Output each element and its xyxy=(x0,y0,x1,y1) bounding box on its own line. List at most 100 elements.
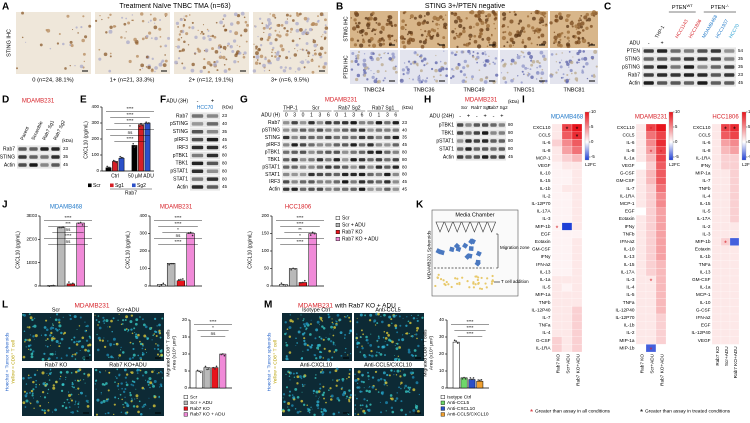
heatmap-cell xyxy=(720,215,731,223)
time-label: 0 xyxy=(369,112,372,118)
blot-strip xyxy=(190,159,220,167)
micrograph-speck xyxy=(308,27,313,32)
micrograph-speck xyxy=(144,370,148,374)
blot-band xyxy=(291,172,298,177)
micrograph-speck xyxy=(29,392,31,394)
heatmap-cell xyxy=(645,321,657,330)
micrograph-speck xyxy=(319,396,321,398)
micrograph-speck xyxy=(451,68,454,71)
micrograph-speck xyxy=(343,390,347,394)
micrograph-speck xyxy=(147,21,150,24)
micrograph-speck xyxy=(288,50,290,53)
tcell xyxy=(480,276,483,280)
micrograph-speck xyxy=(357,370,361,374)
blot-band xyxy=(724,65,735,69)
micrograph-speck xyxy=(349,393,353,397)
blot-band xyxy=(384,158,391,162)
micrograph-speck xyxy=(234,31,239,36)
micrograph-speck xyxy=(318,349,319,351)
micrograph-speck xyxy=(453,69,455,71)
micrograph-speck xyxy=(320,408,323,410)
micrograph-speck xyxy=(164,44,168,48)
micrograph-speck xyxy=(524,66,528,70)
micrograph-speck xyxy=(130,371,134,375)
heatmap-cell xyxy=(571,146,583,155)
micrograph-speck xyxy=(306,348,310,352)
heatmap-cell xyxy=(711,237,722,246)
micrograph-speck xyxy=(568,40,570,42)
heatmap-cell xyxy=(720,154,731,163)
unit-label: (kDa) xyxy=(62,138,74,143)
micrograph-speck xyxy=(558,15,564,20)
micrograph-speck xyxy=(321,393,325,397)
bar xyxy=(211,367,219,389)
heatmap-cell xyxy=(635,306,647,315)
micrograph-speck xyxy=(317,15,319,18)
blot-band xyxy=(191,122,204,126)
spheroid xyxy=(468,238,475,245)
micrograph-speck xyxy=(354,379,358,383)
micrograph-speck xyxy=(409,321,412,325)
micrograph-speck xyxy=(123,406,125,408)
insert-triangle xyxy=(469,221,479,233)
heatmap-cell xyxy=(711,245,722,254)
blot-band xyxy=(358,143,366,147)
micrograph-speck xyxy=(396,342,399,345)
micrograph-speck xyxy=(545,23,547,25)
blot-band xyxy=(643,73,654,77)
micrograph-speck xyxy=(558,61,561,64)
micrograph-speck xyxy=(595,65,598,68)
blot-band xyxy=(191,169,204,173)
heatmap-row-label: IL-12P40 xyxy=(615,307,634,312)
heatmap-row-label: MIP-1b xyxy=(619,345,635,350)
blot-row-label: pSTAT1 xyxy=(436,138,454,144)
micrograph-speck xyxy=(354,413,356,415)
micrograph-speck xyxy=(416,326,420,330)
blot-band xyxy=(697,73,708,77)
micrograph-speck xyxy=(118,354,122,357)
blot-band xyxy=(350,135,357,140)
micrograph-speck xyxy=(87,401,89,403)
blot-band xyxy=(325,180,332,184)
micrograph-speck xyxy=(365,405,368,408)
micrograph-speck xyxy=(102,399,106,403)
heatmap-cell xyxy=(551,344,563,353)
micrograph-speck xyxy=(373,73,375,75)
heatmap-cell xyxy=(729,275,740,284)
micrograph-speck xyxy=(66,398,69,401)
micrograph-speck xyxy=(106,398,108,401)
micrograph-speck xyxy=(530,63,534,67)
micrograph-speck xyxy=(302,350,304,352)
blot-row-label: Actin xyxy=(269,187,280,193)
micrograph-speck xyxy=(359,313,363,317)
heatmap-cell xyxy=(711,215,722,223)
sample-label: TNBC51 xyxy=(513,87,534,93)
micrograph-speck xyxy=(391,322,393,325)
micrograph-speck xyxy=(112,24,116,28)
blot-band xyxy=(283,187,290,191)
micrograph-speck xyxy=(294,408,297,410)
micrograph-speck xyxy=(561,52,563,54)
micrograph-speck xyxy=(287,406,289,408)
micrograph-speck xyxy=(320,337,323,340)
micrograph-speck xyxy=(300,377,303,380)
heatmap-star: * xyxy=(724,241,727,248)
blot-band xyxy=(465,139,472,143)
micrograph-speck xyxy=(54,353,56,355)
blot-band xyxy=(283,150,290,154)
micrograph-speck xyxy=(177,38,181,41)
micrograph-speck xyxy=(411,369,413,371)
micrograph-speck xyxy=(101,18,103,21)
micrograph-speck xyxy=(423,64,426,67)
replicate-dot xyxy=(290,268,292,271)
micrograph-speck xyxy=(569,60,574,65)
blot-band xyxy=(291,150,298,154)
micrograph-speck xyxy=(413,16,417,20)
micrograph-speck xyxy=(206,28,209,31)
micrograph-speck xyxy=(357,382,359,385)
micrograph-speck xyxy=(304,28,307,31)
micrograph-speck xyxy=(375,77,378,80)
blot-band xyxy=(670,81,681,85)
micrograph-speck xyxy=(47,388,50,391)
micrograph-speck xyxy=(328,315,331,318)
